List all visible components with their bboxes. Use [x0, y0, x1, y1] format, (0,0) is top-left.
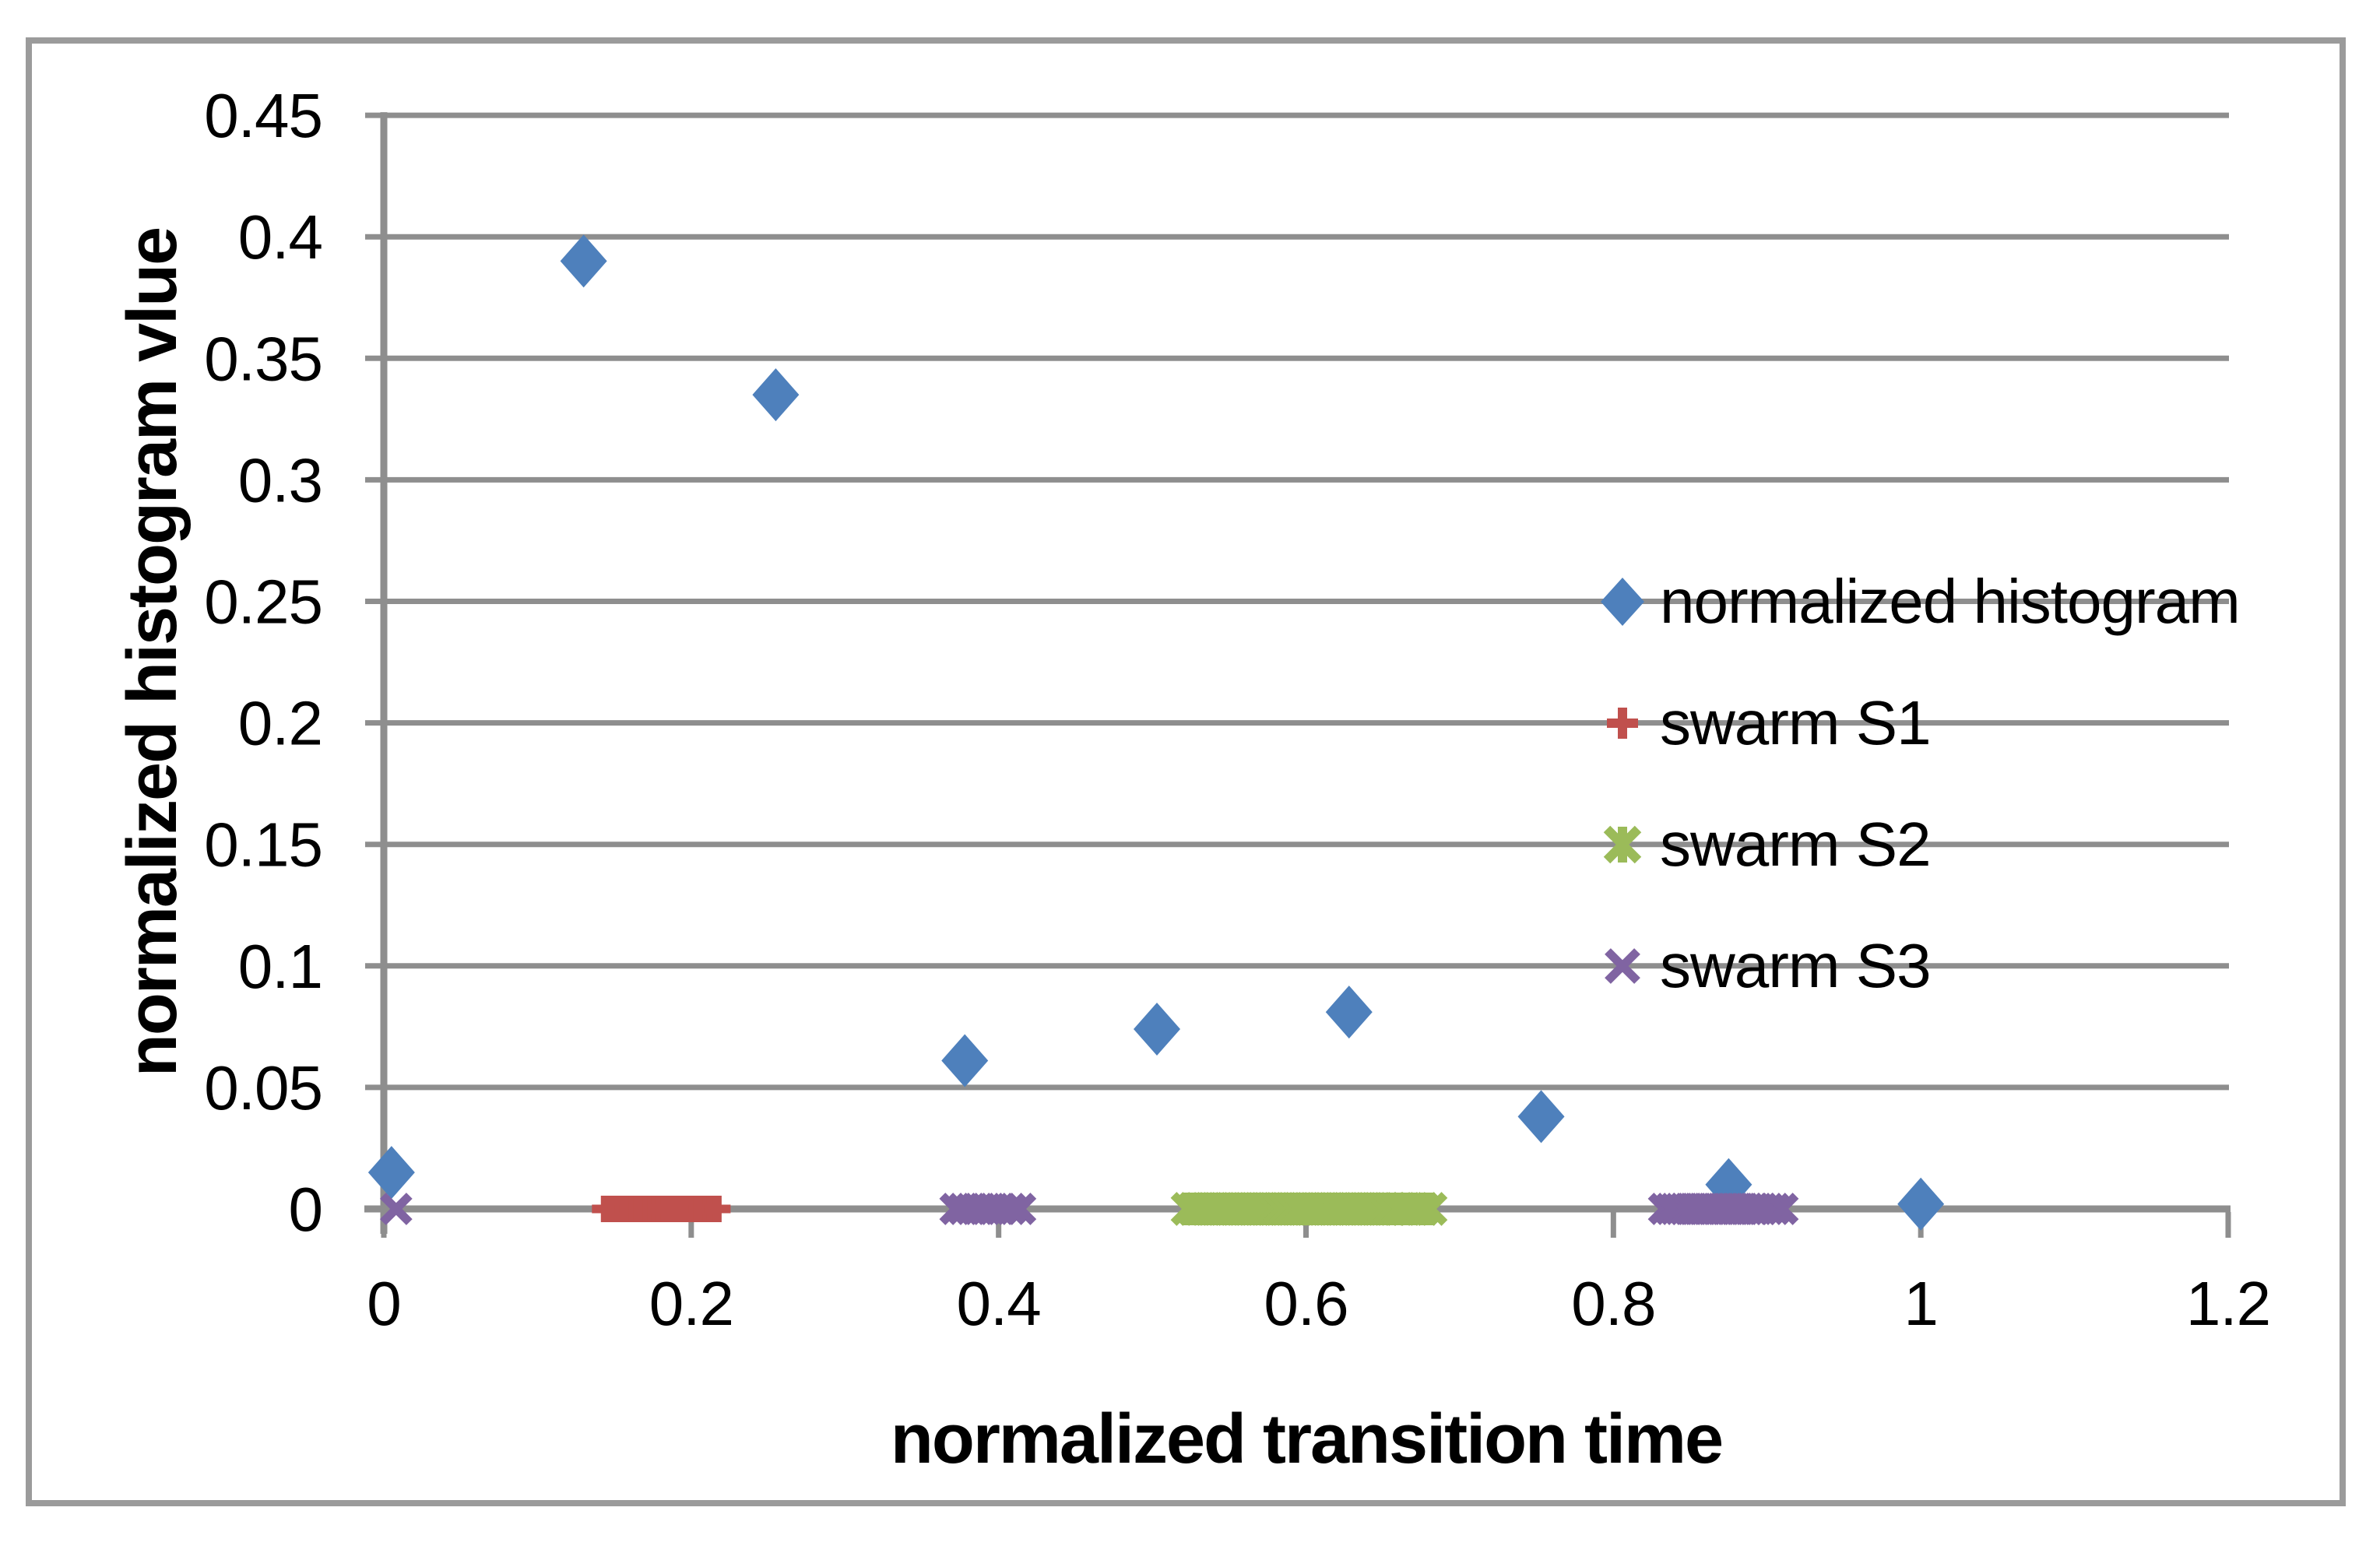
- legend-item-swarm-s1: swarm S1: [1593, 687, 1932, 757]
- diamond-point: [1325, 986, 1373, 1039]
- diamond-point: [752, 368, 800, 422]
- x-point: [1758, 1193, 1791, 1225]
- x-tick-label: 0.6: [1264, 1269, 1348, 1338]
- plus-marker-icon: [1607, 707, 1638, 739]
- y-tick-label: 0: [289, 1175, 323, 1244]
- asterisk-point: [1413, 1192, 1448, 1226]
- y-tick-label: 0.1: [238, 932, 322, 1001]
- legend-item-swarm-s3: swarm S3: [1593, 930, 1932, 1000]
- y-tick-label: 0.45: [204, 81, 322, 150]
- x-point: [994, 1193, 1028, 1225]
- x-point: [1766, 1193, 1799, 1225]
- gridlines: [365, 112, 2229, 1091]
- series-swarm-S2: [1170, 1192, 1448, 1226]
- legend-item-swarm-s2: swarm S2: [1593, 809, 1932, 879]
- legend-label: swarm S3: [1660, 930, 1932, 1000]
- x-point: [1004, 1193, 1037, 1225]
- asterisk-point: [1603, 825, 1642, 863]
- y-tick-label: 0.3: [238, 445, 322, 515]
- diamond-marker-icon: [1601, 577, 1644, 626]
- diamond-point: [1517, 1090, 1565, 1144]
- series-swarm-S1: [592, 1196, 731, 1222]
- diamond-point: [1601, 577, 1644, 626]
- y-tick-label: 0.05: [204, 1053, 322, 1123]
- y-tick-label: 0.15: [204, 810, 322, 880]
- x-point: [379, 1193, 413, 1225]
- diamond-point: [367, 1146, 415, 1200]
- diamond-point: [941, 1034, 989, 1087]
- x-tick-label: 0.8: [1571, 1269, 1655, 1338]
- series-normalized-histogram: [367, 234, 1945, 1231]
- diamond-point: [1134, 1002, 1181, 1056]
- legend-label: swarm S2: [1660, 809, 1932, 879]
- diamond-point: [1897, 1177, 1945, 1231]
- y-tick-label: 0.2: [238, 689, 322, 758]
- plus-point: [1607, 707, 1638, 739]
- legend-item-normalized-histogram: normalized histogram: [1593, 566, 2241, 636]
- series-swarm-S3: [379, 1193, 1799, 1225]
- x-tick-label: 0.4: [957, 1269, 1041, 1338]
- asterisk-marker-icon: [1603, 825, 1642, 863]
- y-axis-title: normalized histogram vlue: [114, 227, 192, 1077]
- legend-label: swarm S1: [1660, 687, 1932, 757]
- diamond-point: [560, 234, 607, 288]
- axes: [364, 112, 2231, 1238]
- x-tick-label: 1.2: [2186, 1269, 2270, 1338]
- x-tick-label: 1: [1904, 1269, 1938, 1338]
- x-point: [1605, 947, 1640, 984]
- y-tick-label: 0.4: [238, 202, 322, 272]
- tick-labels: 0 0.05 0.1 0.15 0.2 0.25 0.3 0.35 0.4 0.45 0 0.2 0.4…: [204, 81, 2271, 1338]
- chart-border: [26, 37, 2346, 1506]
- x-tick-label: 0: [367, 1269, 401, 1338]
- x-axis-title: normalized transition time: [890, 1400, 1724, 1478]
- plus-point: [704, 1196, 731, 1222]
- y-tick-label: 0.35: [204, 324, 322, 393]
- x-tick-label: 0.2: [649, 1269, 733, 1338]
- y-tick-label: 0.25: [204, 567, 322, 637]
- x-marker-icon: [1605, 947, 1640, 984]
- legend-label: normalized histogram: [1660, 566, 2241, 636]
